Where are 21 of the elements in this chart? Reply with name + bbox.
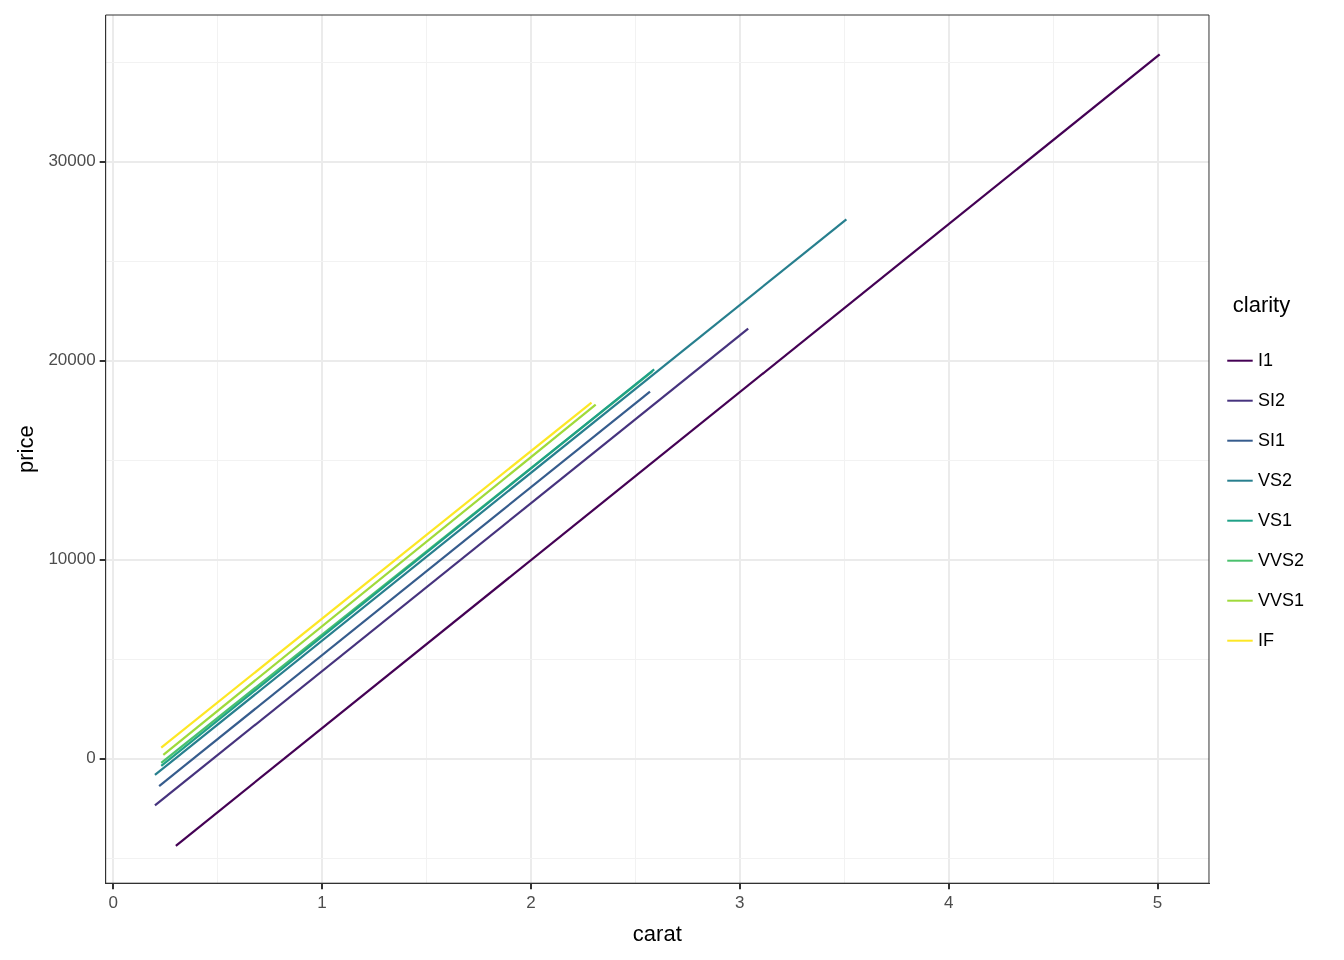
legend-label: I1 (1257, 349, 1273, 370)
x-tick-label: 3 (735, 893, 745, 913)
x-tick-label: 1 (317, 893, 327, 913)
legend-label: VVS2 (1257, 549, 1304, 570)
x-tick-label: 4 (943, 893, 954, 913)
x-tick-label: 2 (526, 893, 536, 913)
y-axis-title: price (13, 425, 39, 473)
x-tick-label: 5 (1152, 893, 1163, 913)
legend-label: SI1 (1257, 429, 1285, 450)
legend-label: VS1 (1257, 509, 1292, 530)
x-tick-label: 0 (108, 893, 118, 913)
legend-label: SI2 (1257, 389, 1285, 410)
y-tick-label: 0 (86, 748, 96, 768)
x-axis-title: carat (632, 920, 682, 946)
y-tick-label: 20000 (48, 350, 96, 370)
legend-title: clarity (1232, 292, 1291, 318)
y-tick-label: 10000 (48, 549, 96, 569)
legend-label: IF (1257, 629, 1274, 650)
legend-label: VVS1 (1257, 589, 1304, 610)
y-tick-label: 30000 (48, 151, 96, 171)
legend-label: VS2 (1257, 469, 1292, 490)
